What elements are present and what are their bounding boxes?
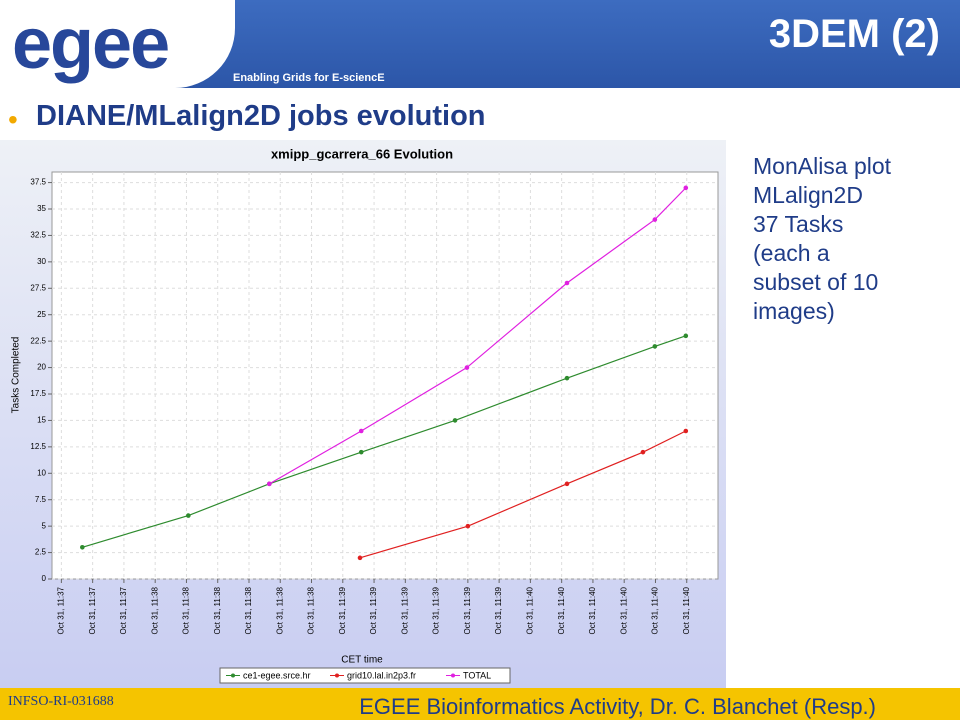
series-line [269, 187, 687, 485]
y-tick-label: 20 [37, 363, 46, 372]
footer-band [0, 688, 960, 720]
note-line: MonAlisa plot [753, 153, 892, 179]
note-line: (each a [753, 240, 830, 266]
data-point [640, 449, 646, 455]
data-point [564, 481, 570, 487]
y-tick-label: 37.5 [30, 178, 46, 187]
data-point [465, 523, 471, 529]
x-tick-label: Oct 31, 11:38 [307, 586, 316, 634]
data-point [358, 449, 364, 455]
legend-dot [451, 673, 455, 678]
x-tick-label: Oct 31, 11:39 [463, 586, 472, 634]
x-tick-label: Oct 31, 11:39 [432, 586, 441, 634]
data-point [186, 513, 191, 518]
x-tick-label: Oct 31, 11:38 [275, 586, 284, 634]
x-tick-label: Oct 31, 11:39 [494, 586, 503, 634]
tagline: Enabling Grids for E-sciencE [233, 72, 385, 84]
x-tick-label: Oct 31, 11:38 [182, 586, 191, 634]
y-tick-label: 35 [37, 204, 46, 213]
notes: MonAlisa plot MLalign2D 37 Tasks (each a sub… [753, 152, 891, 326]
data-point [267, 481, 272, 487]
y-tick-label: 22.5 [30, 336, 46, 345]
note-line: images) [753, 298, 835, 324]
legend-label: grid10.lal.in2p3.fr [347, 670, 416, 680]
note-line: subset of 10 [753, 269, 879, 295]
legend-dot [335, 673, 339, 678]
footer-left: INFSO-RI-031688 [8, 694, 114, 709]
data-point [683, 428, 689, 434]
y-tick-label: 2.5 [35, 548, 47, 557]
x-tick-label: Oct 31, 11:37 [56, 586, 65, 634]
legend-label: ce1-egee.srce.hr [243, 670, 311, 680]
y-tick-label: 10 [37, 468, 46, 477]
note-line: MLalign2D [753, 182, 863, 208]
y-tick-label: 27.5 [30, 283, 46, 292]
chart-title: xmipp_gcarrera_66 Evolution [271, 146, 453, 161]
y-tick-label: 30 [37, 257, 46, 266]
legend [219, 667, 511, 684]
y-tick-label: 15 [37, 416, 46, 425]
data-point [452, 418, 458, 423]
x-tick-label: Oct 31, 11:39 [369, 586, 378, 634]
x-tick-label: Oct 31, 11:39 [400, 586, 409, 634]
plot-area [51, 171, 719, 580]
data-point [564, 280, 570, 286]
data-point [564, 375, 570, 381]
y-tick-label: 7.5 [35, 495, 47, 504]
bullet-text: DIANE/MLalign2D jobs evolution [36, 100, 486, 132]
note-line: 37 Tasks [753, 211, 844, 237]
data-point [358, 428, 364, 434]
x-tick-label: Oct 31, 11:40 [588, 586, 597, 634]
x-tick-label: Oct 31, 11:38 [150, 586, 159, 634]
bullet-dot: • [8, 104, 18, 135]
y-tick-label: 17.5 [30, 389, 46, 398]
data-point [357, 555, 363, 561]
legend-dot [231, 673, 235, 678]
x-tick-label: Oct 31, 11:40 [526, 586, 535, 634]
y-tick-label: 12.5 [30, 442, 46, 451]
series-line [82, 335, 686, 548]
x-tick-label: Oct 31, 11:37 [88, 586, 97, 634]
y-axis-label: Tasks Completed [11, 337, 22, 414]
x-tick-label: Oct 31, 11:40 [651, 586, 660, 634]
footer-right: EGEE Bioinformatics Activity, Dr. C. Bla… [359, 694, 876, 719]
x-tick-label: Oct 31, 11:37 [119, 586, 128, 634]
data-point [683, 333, 689, 339]
legend-label: TOTAL [463, 670, 491, 680]
x-tick-label: Oct 31, 11:40 [682, 586, 691, 634]
data-point [464, 365, 470, 370]
y-tick-label: 32.5 [30, 231, 46, 240]
data-point [683, 185, 689, 191]
chart: xmipp_gcarrera_66 Evolution CET time Tas… [0, 140, 726, 688]
x-tick-label: Oct 31, 11:40 [619, 586, 628, 634]
logo-area [0, 0, 235, 88]
x-tick-label: Oct 31, 11:39 [338, 586, 347, 634]
x-tick-label: Oct 31, 11:38 [213, 586, 222, 634]
x-tick-label: Oct 31, 11:38 [244, 586, 253, 634]
data-point [652, 217, 658, 222]
logo: egee [12, 4, 170, 84]
data-point [652, 344, 658, 349]
y-tick-label: 0 [42, 574, 47, 583]
x-tick-label: Oct 31, 11:40 [557, 586, 566, 634]
data-point [80, 544, 85, 550]
y-tick-label: 25 [37, 310, 46, 319]
slide-title: 3DEM (2) [768, 12, 940, 56]
x-axis-label: CET time [341, 655, 383, 666]
y-tick-label: 5 [42, 521, 47, 530]
